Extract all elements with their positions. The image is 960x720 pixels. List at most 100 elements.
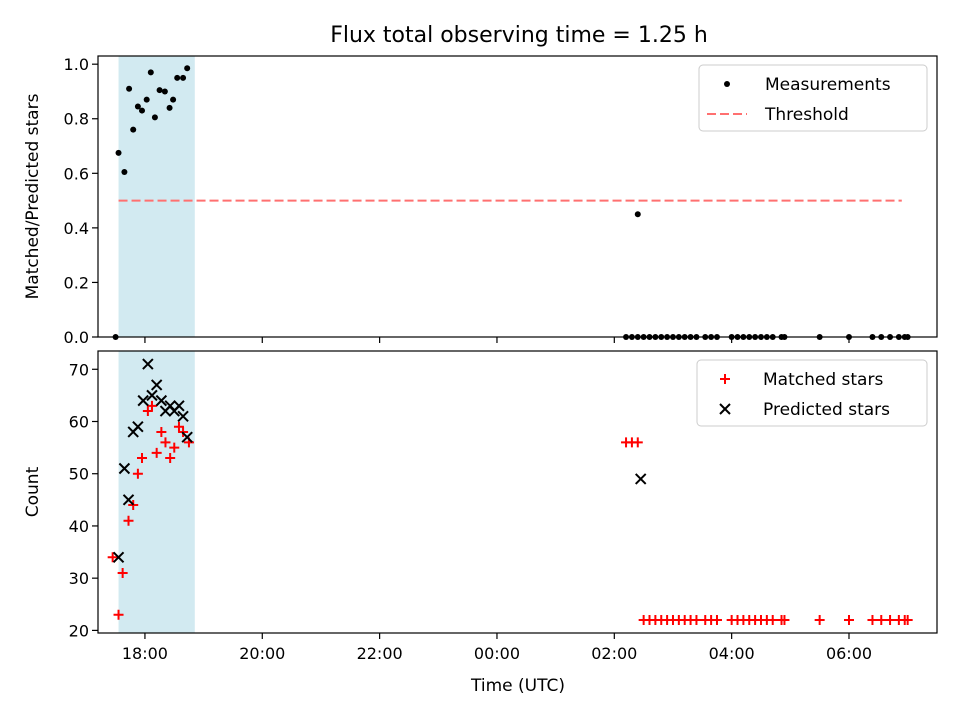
data-point: [669, 334, 676, 340]
legend-label: Measurements: [765, 75, 891, 95]
data-point: [687, 334, 694, 340]
axes-frame: [97, 55, 938, 338]
data-point: [885, 614, 896, 625]
x-tick-label: 00:00: [474, 644, 520, 663]
data-point: [113, 609, 124, 620]
y-axis-label: Matched/Predicted stars: [23, 93, 43, 299]
y-tick-label: 0.2: [64, 273, 89, 292]
data-point: [107, 552, 118, 563]
data-point: [681, 334, 688, 340]
data-point: [781, 334, 788, 340]
y-tick-label: 20: [69, 621, 89, 640]
y-tick-label: 60: [69, 413, 89, 432]
data-point: [112, 334, 119, 340]
data-point: [155, 394, 168, 407]
data-point: [137, 453, 148, 464]
data-point: [173, 421, 184, 432]
data-point: [177, 410, 189, 422]
data-point: [646, 334, 653, 340]
data-point: [746, 334, 753, 340]
data-point: [902, 614, 913, 625]
data-point: [635, 473, 647, 485]
data-point: [664, 334, 671, 340]
data-point: [142, 358, 154, 370]
y-tick-label: 50: [69, 465, 89, 484]
data-point: [122, 494, 135, 506]
data-point: [142, 406, 153, 417]
data-point: [181, 431, 193, 443]
data-point: [708, 334, 715, 340]
legend-box: [696, 359, 928, 427]
data-point: [173, 400, 185, 412]
top-panel: 0.0 0.2 0.4 0.6 0.8 1.0 Matched/Predicted star…: [23, 55, 938, 347]
data-point: [640, 334, 647, 340]
y-tick-label: 40: [69, 517, 89, 536]
axes-frame: [97, 350, 938, 634]
data-point: [132, 468, 143, 479]
data-point: [160, 437, 171, 448]
data-point: [170, 96, 177, 103]
data-point: [876, 614, 887, 625]
data-point: [143, 96, 150, 103]
data-point: [130, 126, 137, 133]
data-point: [779, 614, 790, 625]
x-tick-label: 02:00: [591, 644, 637, 663]
data-point: [878, 334, 885, 340]
x-tick-label: 18:00: [122, 644, 168, 663]
data-point: [123, 515, 134, 526]
data-point: [904, 334, 911, 340]
data-point: [139, 107, 146, 114]
data-point: [146, 400, 157, 411]
data-point: [867, 614, 878, 625]
data-point: [117, 567, 128, 578]
data-point: [165, 453, 176, 464]
data-point: [869, 334, 876, 340]
data-point: [816, 334, 823, 340]
x-tick-label: 06:00: [826, 644, 872, 663]
data-point: [121, 168, 128, 175]
data-point: [740, 334, 747, 340]
data-point: [728, 334, 735, 340]
data-point: [634, 334, 641, 340]
data-point: [118, 462, 131, 475]
y-tick-label: 0.4: [64, 219, 89, 238]
data-point: [693, 334, 700, 340]
data-point: [757, 334, 764, 340]
data-point: [658, 334, 665, 340]
data-point: [628, 334, 635, 340]
data-point: [156, 426, 167, 437]
x-tick-label: 20:00: [239, 644, 285, 663]
shaded-region: [118, 351, 195, 633]
y-axis-label: Count: [23, 466, 43, 517]
data-point: [132, 421, 144, 433]
legend-label: Matched stars: [763, 370, 883, 390]
data-point: [814, 614, 825, 625]
legend-label: Threshold: [764, 105, 849, 125]
legend-swatch: [719, 403, 731, 415]
x-tick-label: 04:00: [709, 644, 755, 663]
data-point: [151, 114, 158, 121]
data-point: [769, 334, 776, 340]
data-point: [887, 334, 894, 340]
data-point: [174, 74, 181, 81]
data-point: [156, 87, 163, 94]
y-tick-label: 70: [69, 360, 89, 379]
data-point: [161, 88, 168, 95]
data-point: [752, 334, 759, 340]
y-tick-label: 0.0: [64, 328, 89, 347]
data-point: [184, 65, 191, 72]
data-point: [146, 389, 158, 402]
data-point: [150, 379, 163, 391]
y-tick-label: 1.0: [64, 55, 89, 74]
data-point: [634, 211, 641, 218]
legend-label: Predicted stars: [763, 400, 890, 420]
data-point: [147, 69, 154, 76]
data-point: [632, 437, 643, 448]
data-point: [691, 614, 702, 625]
legend-swatch: [724, 81, 730, 87]
data-point: [845, 334, 852, 340]
chart-title: Flux total observing time = 1.25 h: [330, 23, 708, 48]
data-point: [169, 442, 180, 453]
data-point: [702, 334, 709, 340]
y-tick-label: 30: [69, 569, 89, 588]
